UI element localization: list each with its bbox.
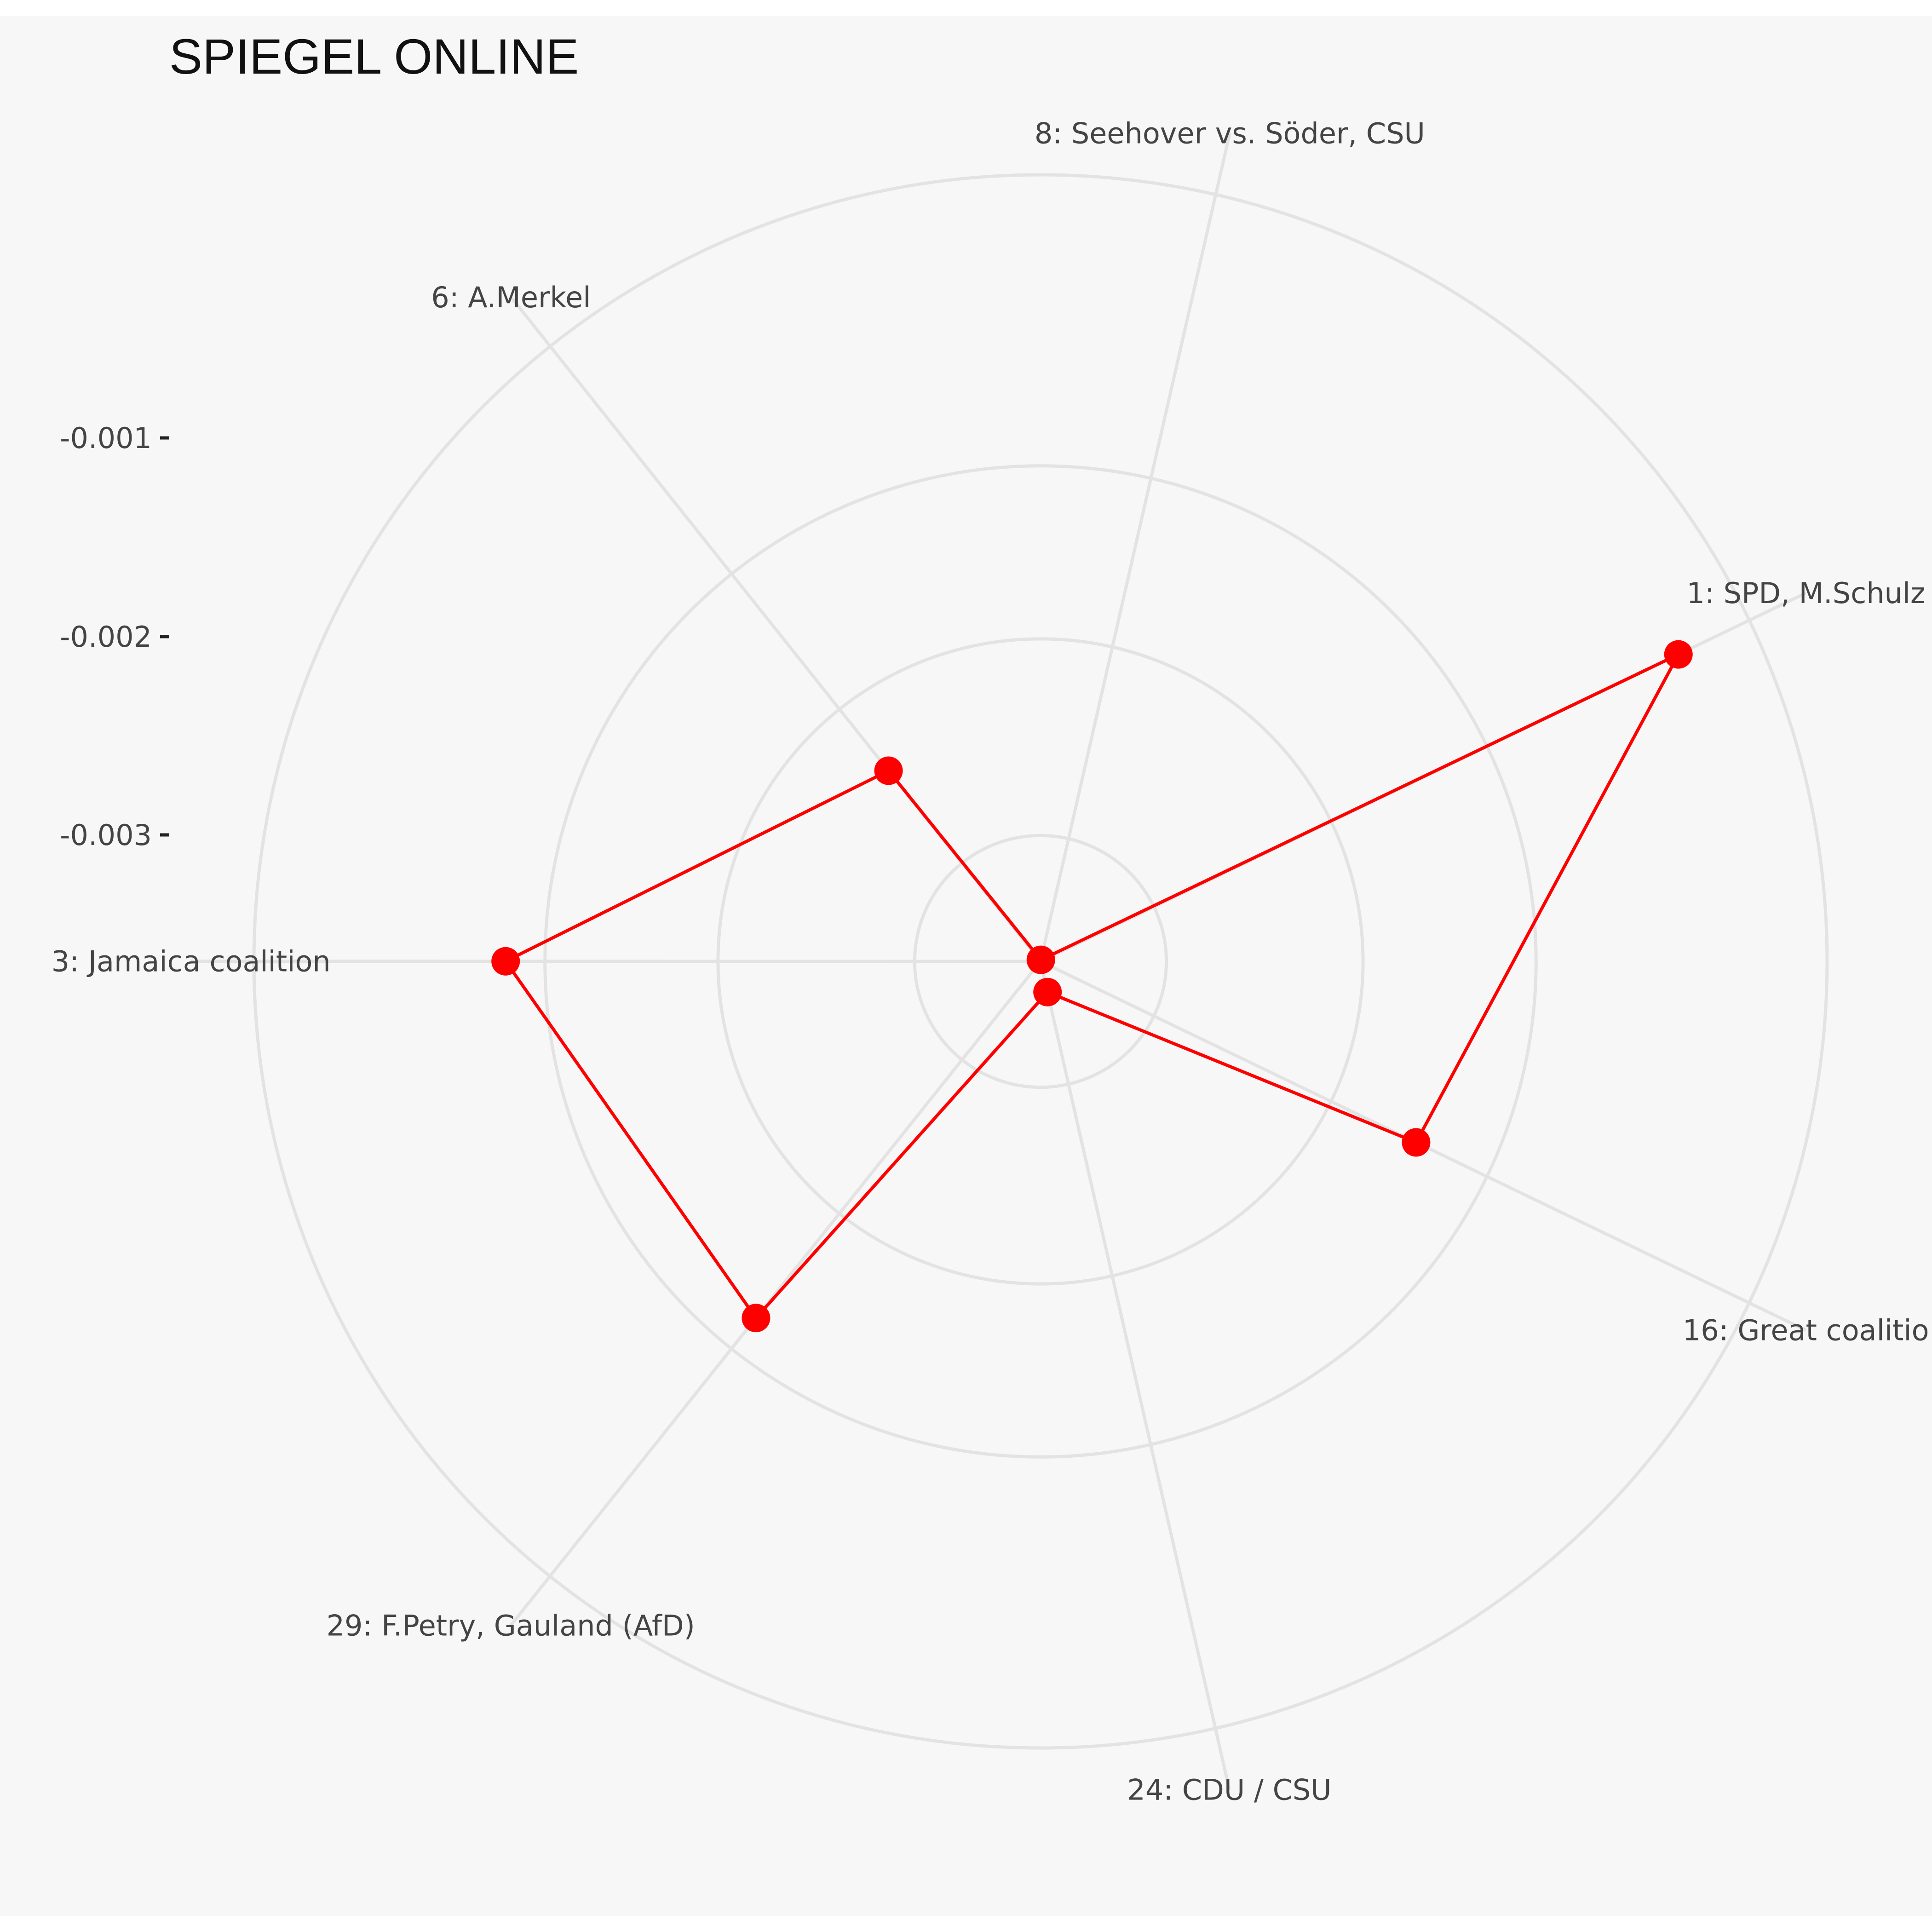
spoke-label: 29: F.Petry, Gauland (AfD) bbox=[327, 1609, 695, 1643]
data-point bbox=[1026, 945, 1055, 974]
grid bbox=[191, 132, 1829, 1790]
tick-label: -0.002 bbox=[60, 620, 152, 654]
data-point bbox=[742, 1304, 770, 1333]
spoke-label: 3: Jamaica coalition bbox=[52, 945, 331, 978]
data-point bbox=[1402, 1128, 1431, 1157]
spoke-3 bbox=[1039, 961, 1231, 1790]
spoke-7 bbox=[1039, 132, 1231, 962]
spoke-4 bbox=[509, 960, 1042, 1627]
spoke-labels: 1: SPD, M.Schulz 16: Great coalitio 24: CD… bbox=[52, 117, 1929, 1807]
spoke-label: 16: Great coalitio bbox=[1683, 1314, 1929, 1347]
chart-title: SPIEGEL ONLINE bbox=[169, 29, 579, 84]
radial-axis: -0.001 -0.002 -0.003 bbox=[60, 421, 169, 852]
tick-label: -0.003 bbox=[60, 818, 152, 852]
series bbox=[491, 640, 1693, 1333]
spoke-label: 6: A.Merkel bbox=[431, 281, 591, 314]
tick-label: -0.001 bbox=[60, 421, 152, 455]
plot-panel bbox=[0, 16, 1932, 1916]
spoke-label: 8: Seehover vs. Söder, CSU bbox=[1035, 117, 1425, 150]
data-point bbox=[491, 947, 520, 976]
spoke-label: 1: SPD, M.Schulz bbox=[1687, 576, 1926, 610]
data-point bbox=[874, 756, 903, 785]
spoke-label: 24: CDU / CSU bbox=[1127, 1773, 1331, 1807]
series-line bbox=[504, 653, 1680, 1320]
data-point bbox=[1664, 640, 1693, 669]
data-point bbox=[1033, 978, 1062, 1006]
